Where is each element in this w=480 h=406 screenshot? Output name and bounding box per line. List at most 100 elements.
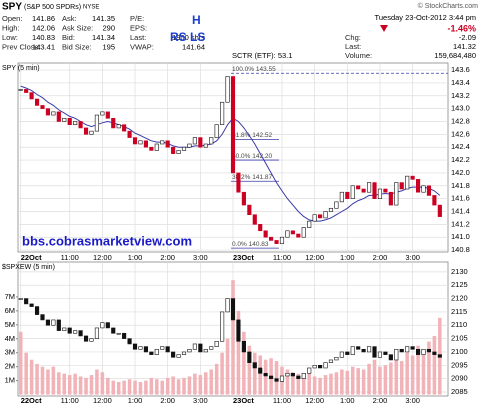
x-tick-label: 11:00: [273, 253, 291, 262]
volume-bar: [356, 368, 360, 395]
candle: [367, 346, 372, 353]
candle: [301, 227, 306, 238]
candle: [73, 121, 78, 126]
candle: [399, 182, 404, 190]
volume-bar: [57, 372, 61, 395]
candle: [225, 298, 230, 313]
candle: [334, 356, 339, 361]
candle: [165, 140, 170, 148]
datetime: Tuesday 23-Oct-2012 3:44 pm: [375, 13, 476, 22]
candle: [328, 359, 334, 363]
candle: [165, 346, 170, 353]
candle: [296, 375, 301, 379]
candle: [73, 330, 78, 334]
volume-bar: [204, 372, 208, 395]
volume-bar: [242, 331, 246, 395]
candle: [432, 351, 437, 355]
y-tick-label: 143.6: [451, 65, 470, 74]
candle: [415, 179, 421, 193]
candle: [252, 362, 257, 369]
y2-tick-label: 6M: [5, 306, 15, 315]
candle: [410, 175, 415, 180]
volume-bar: [231, 280, 235, 395]
candle: [171, 146, 176, 154]
quote-label: Ask:: [62, 14, 77, 23]
y-tick-label: 142.6: [451, 129, 470, 138]
x-tick-label: 22Oct: [21, 253, 42, 262]
candle: [45, 319, 51, 326]
candle: [143, 140, 148, 148]
y2-tick-label: 2M: [5, 362, 15, 371]
volume-bar: [149, 377, 154, 395]
quote-value: 141.64: [182, 42, 205, 51]
quote-label: EPS:: [130, 23, 147, 32]
quote-label: Prev Close:: [2, 42, 41, 51]
fib-label: 0.0% 140.83: [232, 241, 269, 248]
source: © StockCharts.com: [418, 2, 479, 10]
quote-label: Chg:: [345, 33, 361, 42]
annotation: RS LS: [170, 30, 205, 44]
x-tick-label: 23Oct: [233, 396, 254, 405]
volume-bar: [421, 349, 426, 395]
volume-bar: [410, 355, 415, 395]
volume-bar: [378, 366, 382, 395]
candle: [149, 146, 154, 151]
candle: [94, 327, 99, 339]
candle: [198, 137, 203, 148]
volume-bar: [35, 363, 39, 395]
candle: [40, 105, 45, 109]
candle: [127, 338, 132, 345]
candle: [138, 140, 143, 145]
candle: [62, 117, 67, 122]
x-tick-label: 1:00: [128, 396, 143, 405]
candle: [230, 76, 236, 174]
x-tick-label: 2:00: [160, 396, 175, 405]
quote-label: P/E:: [130, 14, 144, 23]
volume-bar: [405, 352, 409, 395]
candle: [318, 214, 323, 219]
candle: [127, 130, 132, 138]
volume-bar: [361, 369, 366, 395]
y2-tick-label: 4M: [5, 334, 15, 343]
volume-bar: [176, 379, 181, 395]
volume-bar: [329, 373, 333, 395]
candle: [51, 111, 56, 116]
volume-bar: [258, 355, 262, 395]
volume-bar: [285, 369, 290, 395]
y2-tick-label: 1M: [5, 376, 15, 385]
volume-bar: [247, 345, 252, 395]
candle: [421, 185, 426, 193]
volume-bar: [62, 373, 67, 395]
volume-bar: [29, 359, 34, 395]
volume-bar: [296, 373, 301, 395]
candle: [279, 375, 285, 382]
candle: [437, 204, 442, 217]
candle: [83, 127, 89, 135]
candle: [361, 188, 366, 193]
candle: [301, 373, 306, 379]
volume-bar: [182, 377, 186, 395]
candle: [345, 191, 350, 199]
y-tick-label: 2125: [451, 280, 468, 289]
volume-bar: [345, 370, 350, 395]
candle: [258, 367, 263, 374]
quote-value: 290: [102, 23, 115, 32]
candle: [356, 346, 361, 350]
volume-bar: [116, 382, 121, 395]
volume-bar: [307, 373, 311, 395]
candle: [236, 319, 241, 342]
candle: [56, 319, 61, 331]
candle: [350, 346, 355, 355]
volume-bar: [367, 363, 371, 395]
candle: [40, 314, 45, 321]
candle: [247, 204, 252, 216]
volume-bar: [198, 375, 203, 395]
sctr: SCTR (ETF): 53.1: [232, 51, 292, 60]
volume-bar: [312, 376, 317, 395]
candle: [24, 89, 29, 93]
y-tick-label: 141.4: [451, 206, 470, 215]
volume-bar: [263, 359, 268, 395]
candle: [181, 146, 187, 151]
volume-bar: [67, 375, 72, 395]
volume-bar: [160, 380, 165, 395]
